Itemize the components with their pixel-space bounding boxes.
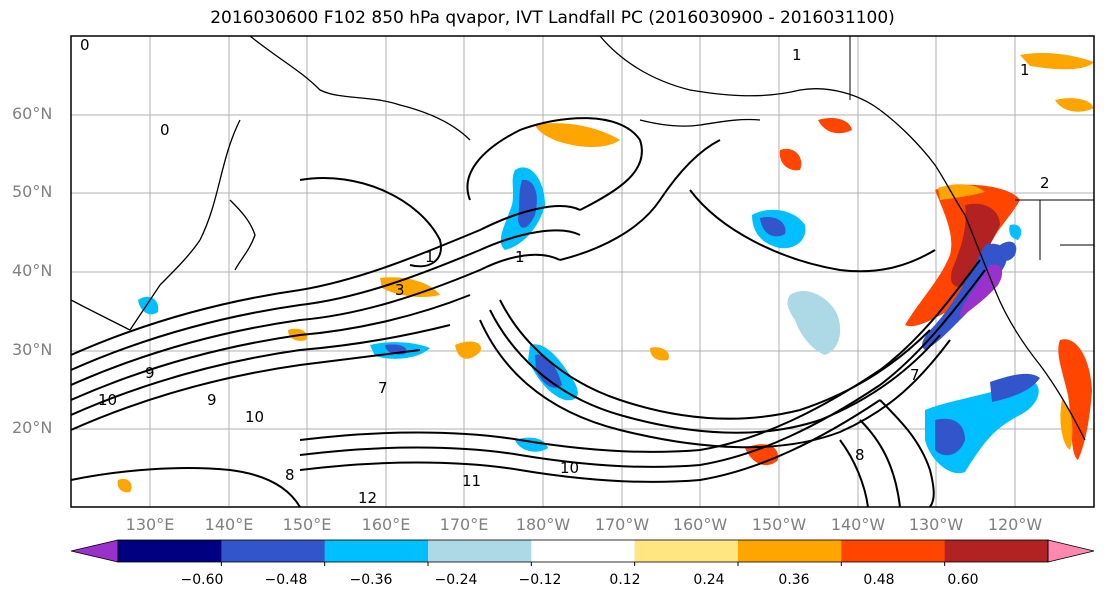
- colorbar-segment: [221, 540, 326, 562]
- contour-label: 10: [245, 408, 264, 426]
- colorbar-tick-label: −0.24: [434, 572, 478, 588]
- contour-label: 3: [395, 281, 405, 299]
- colorbar-tick-label: 0.24: [693, 572, 725, 588]
- lon-label: 170°W: [594, 515, 650, 534]
- contour-label: 1: [515, 248, 525, 266]
- map-frame: [70, 35, 1095, 508]
- lon-label: 150°W: [751, 515, 807, 534]
- colorbar-tick-label: −0.12: [518, 572, 562, 588]
- lon-label: 150°E: [282, 515, 332, 534]
- colorbar-segment: [841, 540, 946, 562]
- lon-label: 160°E: [361, 515, 411, 534]
- contour-label: 10: [560, 459, 579, 477]
- colorbar: [70, 539, 1095, 566]
- lon-label: 120°W: [987, 515, 1043, 534]
- contour-label: 10: [98, 391, 117, 409]
- colorbar-tick-label: −0.60: [180, 572, 224, 588]
- colorbar-tick-label: 0.36: [778, 572, 810, 588]
- colorbar-tick-label: 0.60: [947, 572, 979, 588]
- contour-label: 1: [1020, 61, 1030, 79]
- coastlines: [71, 36, 1086, 441]
- colorbar-segment: [944, 540, 1049, 562]
- colorbar-segment: [738, 540, 842, 562]
- lon-label: 180°W: [515, 515, 571, 534]
- lon-label: 160°W: [672, 515, 728, 534]
- ivt-contours: [71, 117, 986, 507]
- lon-label: 130°E: [125, 515, 175, 534]
- colorbar-frame: [117, 539, 1049, 563]
- contour-label: 7: [378, 379, 388, 397]
- lon-label: 140°W: [830, 515, 886, 534]
- colorbar-segment: [428, 540, 532, 562]
- colorbar-extend-max: [1047, 539, 1095, 563]
- colorbar-segment: [531, 540, 636, 562]
- colorbar-segment: [118, 540, 222, 562]
- colorbar-tick-label: 0.12: [609, 572, 641, 588]
- colorbar-tick-label: −0.48: [264, 572, 308, 588]
- contour-label: 12: [358, 489, 377, 507]
- colorbar-tick-label: −0.36: [349, 572, 393, 588]
- colorbar-segment: [634, 540, 739, 562]
- contour-label: 1: [792, 46, 802, 64]
- contour-label: 7: [910, 366, 920, 384]
- colorbar-segment: [324, 540, 429, 562]
- colorbar-tick-label: 0.48: [863, 572, 895, 588]
- lon-label: 130°W: [908, 515, 964, 534]
- lat-label: 40°N: [12, 261, 53, 280]
- contour-label: 0: [80, 36, 90, 54]
- contour-label: 2: [1040, 174, 1050, 192]
- colorbar-extend-min: [70, 539, 119, 563]
- contour-label: 9: [207, 391, 217, 409]
- contour-label: 8: [855, 446, 865, 464]
- contour-label: 11: [462, 472, 481, 490]
- borders: [849, 36, 1094, 260]
- contour-label: 0: [160, 121, 170, 139]
- map-title: 2016030600 F102 850 hPa qvapor, IVT Land…: [210, 8, 895, 28]
- lat-label: 60°N: [12, 104, 53, 123]
- contour-labels: 0 0 1 1 1 1 2 3 7 7 8 8 9 9 10 10 10 11 …: [80, 36, 1050, 507]
- contour-label: 8: [285, 466, 295, 484]
- lon-label: 170°E: [439, 515, 489, 534]
- gridlines: [71, 36, 1094, 507]
- lon-label: 140°E: [204, 515, 254, 534]
- lat-label: 50°N: [12, 182, 53, 201]
- lat-label: 20°N: [12, 418, 53, 437]
- lat-label: 30°N: [12, 340, 53, 359]
- contour-label: 9: [145, 364, 155, 382]
- contour-label: 1: [425, 248, 435, 266]
